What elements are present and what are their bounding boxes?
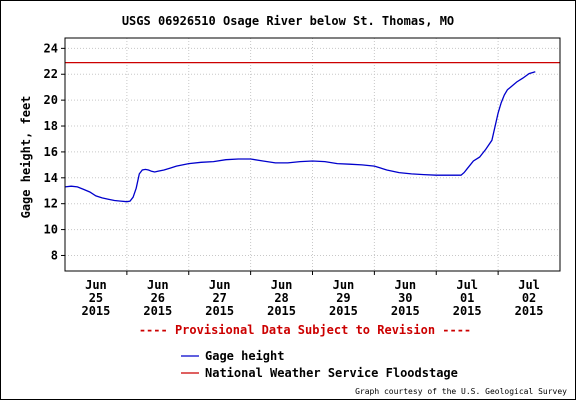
x-tick-label: 2015 — [329, 304, 358, 318]
x-tick-label: Jun — [147, 278, 169, 292]
y-tick-label: 10 — [44, 223, 58, 237]
y-tick-label: 24 — [44, 41, 58, 55]
x-tick-label: 2015 — [391, 304, 420, 318]
x-tick-label: 2015 — [143, 304, 172, 318]
legend: Gage height National Weather Service Flo… — [181, 349, 458, 380]
gage-height-series-line — [64, 71, 536, 203]
plot-area: 81012141618202224Jun252015Jun262015Jun27… — [44, 37, 561, 318]
y-tick-label: 8 — [51, 248, 58, 262]
x-tick-label: 29 — [336, 291, 350, 305]
chart-title: USGS 06926510 Osage River below St. Thom… — [122, 14, 454, 28]
x-tick-label: Jun — [85, 278, 107, 292]
x-tick-label: 27 — [212, 291, 226, 305]
x-tick-label: Jun — [333, 278, 355, 292]
provisional-data-note: ---- Provisional Data Subject to Revisio… — [139, 323, 471, 337]
legend-label-floodstage: National Weather Service Floodstage — [205, 366, 458, 380]
x-tick-label: 2015 — [267, 304, 296, 318]
x-tick-label: 26 — [151, 291, 165, 305]
y-tick-label: 22 — [44, 67, 58, 81]
y-axis-label: Gage height, feet — [19, 96, 33, 219]
y-tick-label: 14 — [44, 171, 58, 185]
x-tick-label: 28 — [274, 291, 288, 305]
y-tick-label: 16 — [44, 145, 58, 159]
x-tick-label: 30 — [398, 291, 412, 305]
y-tick-label: 18 — [44, 119, 58, 133]
x-tick-label: Jun — [209, 278, 231, 292]
x-tick-label: 2015 — [453, 304, 482, 318]
y-tick-label: 20 — [44, 93, 58, 107]
x-tick-label: 01 — [460, 291, 474, 305]
legend-label-gage-height: Gage height — [205, 349, 284, 363]
x-tick-label: 2015 — [515, 304, 544, 318]
x-tick-label: 2015 — [205, 304, 234, 318]
x-tick-label: 2015 — [81, 304, 110, 318]
plot-border — [64, 37, 561, 272]
x-tick-label: 02 — [522, 291, 536, 305]
x-tick-label: Jul — [518, 278, 540, 292]
credit-text: Graph courtesy of the U.S. Geological Su… — [355, 387, 567, 396]
x-tick-label: 25 — [89, 291, 103, 305]
x-tick-label: Jun — [271, 278, 293, 292]
x-tick-label: Jul — [456, 278, 478, 292]
y-tick-label: 12 — [44, 197, 58, 211]
x-tick-label: Jun — [394, 278, 416, 292]
